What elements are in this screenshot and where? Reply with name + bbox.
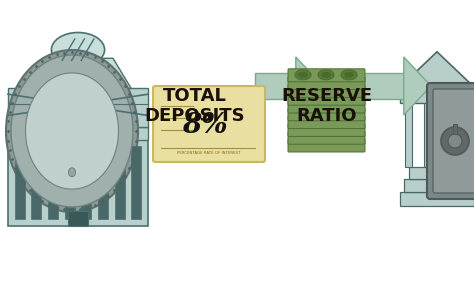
Circle shape xyxy=(441,127,469,155)
Ellipse shape xyxy=(26,73,119,189)
FancyBboxPatch shape xyxy=(433,89,474,193)
Bar xyxy=(405,103,412,167)
FancyBboxPatch shape xyxy=(288,123,365,136)
Ellipse shape xyxy=(318,70,334,80)
Text: TOTAL
DEPOSITS: TOTAL DEPOSITS xyxy=(145,87,246,125)
Ellipse shape xyxy=(6,50,138,212)
Bar xyxy=(443,103,450,167)
Polygon shape xyxy=(296,57,323,115)
Bar xyxy=(64,146,75,219)
FancyBboxPatch shape xyxy=(288,108,365,121)
FancyBboxPatch shape xyxy=(288,139,365,152)
Text: PERCENTAGE RATE OF INTEREST: PERCENTAGE RATE OF INTEREST xyxy=(177,151,241,155)
Bar xyxy=(8,88,148,127)
Polygon shape xyxy=(404,57,431,115)
Ellipse shape xyxy=(295,70,311,80)
Bar xyxy=(8,127,148,140)
Bar xyxy=(255,73,296,99)
Ellipse shape xyxy=(68,168,75,177)
Circle shape xyxy=(448,134,462,148)
FancyBboxPatch shape xyxy=(288,92,365,105)
Bar xyxy=(400,87,474,103)
Bar xyxy=(98,146,108,219)
Ellipse shape xyxy=(341,70,357,80)
FancyBboxPatch shape xyxy=(288,116,365,129)
Ellipse shape xyxy=(345,72,354,77)
Bar xyxy=(363,73,404,99)
Polygon shape xyxy=(25,58,131,88)
Bar xyxy=(15,146,25,219)
FancyBboxPatch shape xyxy=(288,69,365,82)
Bar xyxy=(31,146,41,219)
Bar xyxy=(82,146,91,219)
Bar xyxy=(68,211,88,226)
FancyBboxPatch shape xyxy=(288,131,365,144)
Bar xyxy=(409,167,465,179)
Bar xyxy=(400,192,474,206)
Text: 8%: 8% xyxy=(182,112,228,139)
Bar xyxy=(462,103,469,167)
FancyBboxPatch shape xyxy=(427,83,474,199)
Text: RESERVE
RATIO: RESERVE RATIO xyxy=(282,87,373,125)
Bar xyxy=(453,124,457,134)
Ellipse shape xyxy=(11,55,133,207)
FancyBboxPatch shape xyxy=(288,100,365,113)
FancyBboxPatch shape xyxy=(153,86,265,162)
Bar xyxy=(131,146,141,219)
FancyBboxPatch shape xyxy=(288,84,365,97)
FancyBboxPatch shape xyxy=(288,76,365,90)
Bar xyxy=(48,146,58,219)
Polygon shape xyxy=(400,52,474,87)
Ellipse shape xyxy=(51,32,105,67)
Bar xyxy=(115,146,125,219)
Ellipse shape xyxy=(321,72,330,77)
Bar xyxy=(424,103,431,167)
Bar xyxy=(404,179,470,192)
Ellipse shape xyxy=(299,72,308,77)
Bar xyxy=(8,140,148,226)
